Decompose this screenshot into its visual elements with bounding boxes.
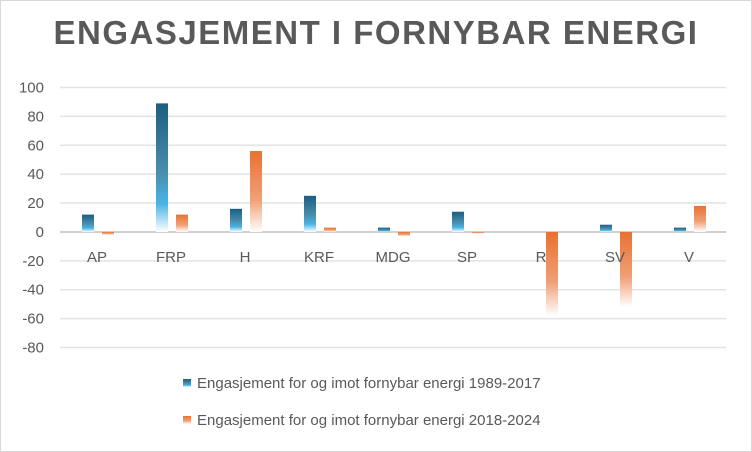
x-tick-label: KRF (304, 249, 334, 266)
x-tick-label: MDG (376, 249, 411, 266)
bar-series2-frp (176, 214, 188, 232)
y-tick-label: 40 (27, 166, 44, 183)
bar-series2-r (546, 231, 558, 316)
x-tick-label: H (240, 249, 251, 266)
bar-series2-v (694, 205, 706, 232)
x-tick-label: V (684, 249, 694, 266)
bar-series1-mdg (378, 227, 390, 232)
bar-series2-sv (620, 231, 632, 308)
x-tick-label: AP (87, 249, 107, 266)
bar-series1-ap (82, 214, 94, 232)
y-tick-label: -20 (22, 253, 44, 270)
bar-series2-mdg (398, 231, 410, 237)
x-tick-label: FRP (156, 249, 186, 266)
chart-title: ENGASJEMENT I FORNYBAR ENERGI (53, 14, 699, 51)
bar-series2-sp (472, 231, 484, 234)
legend-label: Engasjement for og imot fornybar energi … (197, 375, 541, 392)
y-tick-label: -40 (22, 282, 44, 299)
y-tick-label: 100 (19, 80, 44, 97)
bar-series2-ap (102, 231, 114, 235)
bar-series1-sp (452, 211, 464, 232)
y-tick-label: -80 (22, 340, 44, 357)
bar-series1-sv (600, 224, 612, 232)
bar-series2-krf (324, 227, 336, 232)
bar-series2-h (250, 151, 262, 232)
bar-series1-frp (156, 103, 168, 232)
legend-marker (183, 416, 191, 424)
legend-marker (183, 379, 191, 387)
bar-series1-krf (304, 195, 316, 232)
legend-label: Engasjement for og imot fornybar energi … (197, 412, 541, 429)
y-tick-label: 0 (36, 224, 44, 241)
bar-series1-v (674, 227, 686, 232)
bar-series1-h (230, 208, 242, 232)
x-tick-label: SP (457, 249, 477, 266)
x-tick-label: R (536, 249, 547, 266)
y-tick-label: -60 (22, 311, 44, 328)
y-tick-label: 60 (27, 137, 44, 154)
y-tick-label: 80 (27, 108, 44, 125)
y-tick-label: 20 (27, 195, 44, 212)
x-tick-label: SV (605, 249, 625, 266)
